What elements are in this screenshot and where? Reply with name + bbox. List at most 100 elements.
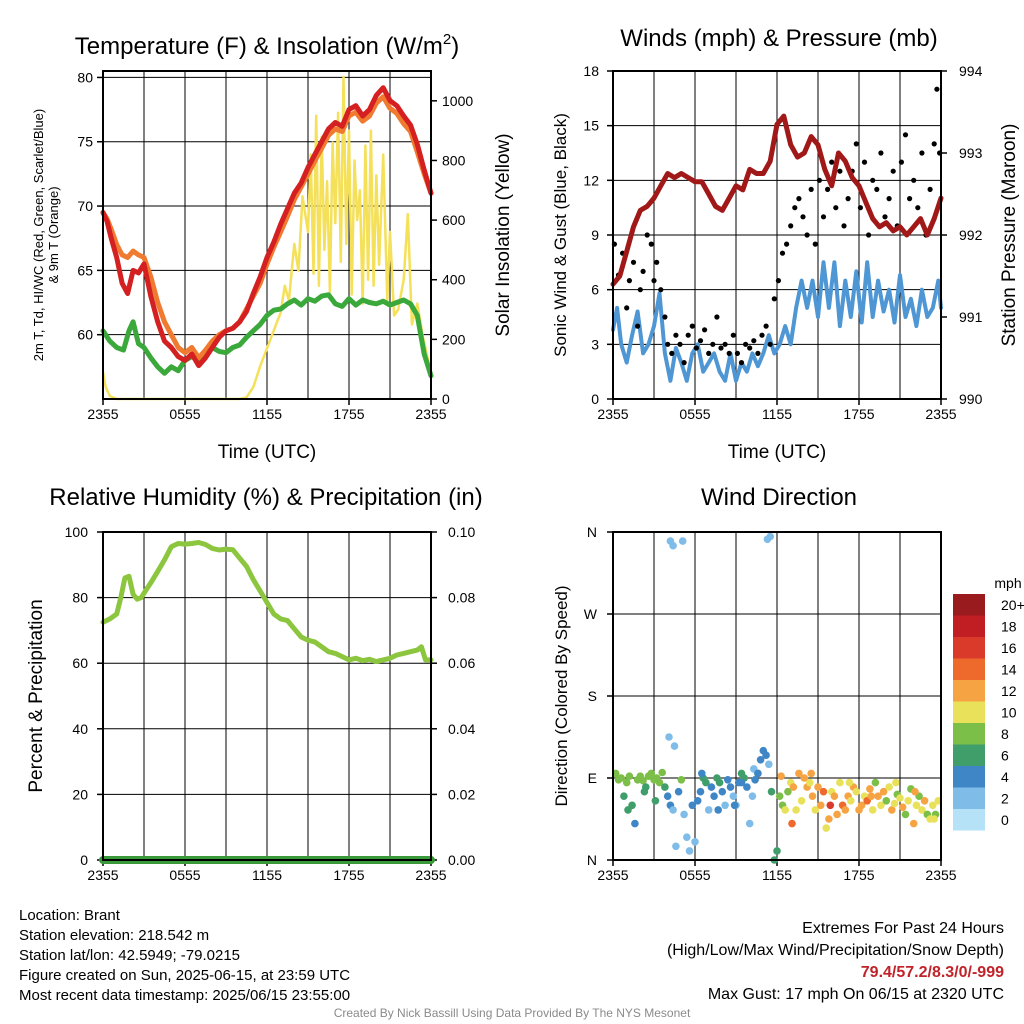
gust-point bbox=[784, 241, 790, 247]
y-tick-label: S bbox=[588, 688, 597, 704]
direction-point bbox=[879, 787, 888, 796]
y2-axis-label: Station Pressure (Maroon) bbox=[999, 124, 1020, 347]
direction-point bbox=[901, 810, 910, 819]
direction-point bbox=[683, 833, 691, 841]
direction-point bbox=[807, 769, 815, 778]
gust-point bbox=[911, 177, 917, 183]
legend-swatch bbox=[953, 615, 985, 637]
direction-point bbox=[748, 792, 757, 800]
legend-label: 10 bbox=[1001, 705, 1017, 721]
y-axis-label: Direction (Colored By Speed) bbox=[552, 585, 571, 806]
direction-point bbox=[806, 778, 814, 787]
direction-point bbox=[767, 787, 776, 796]
direction-point bbox=[751, 776, 759, 784]
y2-tick-label: 991 bbox=[959, 309, 983, 325]
y-tick-label: 75 bbox=[77, 134, 93, 150]
credit-line: Created By Nick Bassill Using Data Provi… bbox=[333, 1006, 691, 1020]
direction-point bbox=[702, 778, 710, 787]
gust-point bbox=[734, 350, 741, 356]
direction-point bbox=[688, 801, 697, 810]
gust-point bbox=[767, 341, 773, 347]
direction-point bbox=[789, 783, 798, 791]
x-tick-label: 1155 bbox=[762, 867, 792, 883]
chart-title: Relative Humidity (%) & Precipitation (i… bbox=[49, 484, 482, 511]
station-latlon: Station lat/lon: 42.5949; -79.0215 bbox=[19, 947, 241, 964]
legend-label: 16 bbox=[1001, 640, 1017, 656]
gust-point bbox=[788, 223, 794, 229]
x-tick-label: 0555 bbox=[679, 867, 710, 883]
gust-point bbox=[796, 196, 802, 202]
gust-point bbox=[882, 214, 888, 220]
direction-point bbox=[617, 774, 625, 782]
direction-point bbox=[696, 787, 705, 796]
legend-swatch bbox=[953, 594, 985, 616]
direction-point bbox=[663, 792, 672, 800]
direction-point bbox=[766, 532, 774, 541]
gust-point bbox=[726, 350, 732, 356]
y-axis-label: Percent & Precipitation bbox=[26, 599, 47, 792]
direction-point bbox=[670, 742, 679, 750]
direction-point bbox=[625, 772, 634, 780]
gust-point bbox=[845, 196, 851, 202]
plot-border bbox=[612, 531, 942, 861]
direction-point bbox=[710, 792, 718, 800]
x-tick-label: 2355 bbox=[925, 406, 956, 422]
gust-point bbox=[825, 186, 831, 192]
gust-point bbox=[890, 168, 896, 174]
gust-point bbox=[718, 345, 724, 351]
y2-tick-label: 0.08 bbox=[448, 590, 475, 606]
station-info: Location: Brant Station elevation: 218.5… bbox=[19, 906, 350, 1006]
panel-temperature: 2355 0555 1155 1755 235560657075800200400600… bbox=[31, 31, 514, 463]
x-tick-label: 2355 bbox=[87, 406, 118, 422]
gust-point bbox=[808, 186, 814, 192]
gust-point bbox=[644, 232, 650, 238]
direction-point bbox=[845, 778, 854, 787]
gust-point bbox=[861, 159, 868, 165]
gust-point bbox=[673, 332, 679, 338]
y2-tick-label: 1000 bbox=[442, 93, 473, 109]
legend-swatch bbox=[953, 723, 985, 745]
gust-point bbox=[635, 323, 641, 329]
legend-label: 0 bbox=[1001, 812, 1009, 828]
y-tick-label: 3 bbox=[591, 336, 599, 352]
direction-point bbox=[730, 801, 739, 810]
direction-point bbox=[784, 787, 792, 796]
direction-point bbox=[929, 801, 937, 810]
legend-label: 18 bbox=[1001, 619, 1017, 635]
y2-tick-label: 992 bbox=[959, 227, 983, 243]
y-tick-label: 40 bbox=[72, 721, 88, 737]
direction-point bbox=[819, 787, 828, 796]
direction-point bbox=[661, 783, 669, 791]
extremes-panel: Extremes For Past 24 Hours (High/Low/Max… bbox=[667, 918, 1004, 1006]
extremes-subtitle: (High/Low/Max Wind/Precipitation/Snow De… bbox=[666, 942, 1004, 959]
direction-point bbox=[665, 733, 673, 741]
x-tick-label: 2355 bbox=[415, 406, 446, 422]
x-tick-label: 0555 bbox=[169, 867, 200, 883]
direction-point bbox=[773, 847, 781, 855]
direction-point bbox=[795, 769, 803, 778]
x-tick-label: 2355 bbox=[597, 406, 628, 422]
direction-point bbox=[669, 541, 677, 550]
direction-point bbox=[672, 842, 680, 851]
x-tick-label: 1155 bbox=[252, 867, 282, 883]
y2-tick-label: 0.10 bbox=[448, 524, 475, 540]
y2-axis-label: Solar Insolation (Yellow) bbox=[493, 133, 514, 336]
direction-point bbox=[756, 756, 765, 764]
legend-swatch bbox=[953, 637, 985, 659]
legend-label: 2 bbox=[1001, 791, 1009, 807]
direction-point bbox=[816, 801, 825, 810]
direction-point bbox=[882, 797, 891, 805]
gust-point bbox=[763, 323, 769, 329]
direction-point bbox=[775, 792, 784, 800]
direction-point bbox=[904, 797, 912, 805]
recent-timestamp: Most recent data timestamp: 2025/06/15 2… bbox=[19, 987, 351, 1004]
panel-winds: 2355 0555 1155 1755 235503691215189909919929… bbox=[551, 25, 1020, 463]
gust-point bbox=[800, 214, 806, 220]
y-tick-label: 12 bbox=[583, 172, 599, 188]
y-tick-label: 60 bbox=[77, 327, 93, 343]
gust-point bbox=[775, 278, 782, 284]
direction-point bbox=[847, 797, 855, 805]
gust-point bbox=[681, 360, 687, 366]
direction-point bbox=[622, 778, 631, 787]
